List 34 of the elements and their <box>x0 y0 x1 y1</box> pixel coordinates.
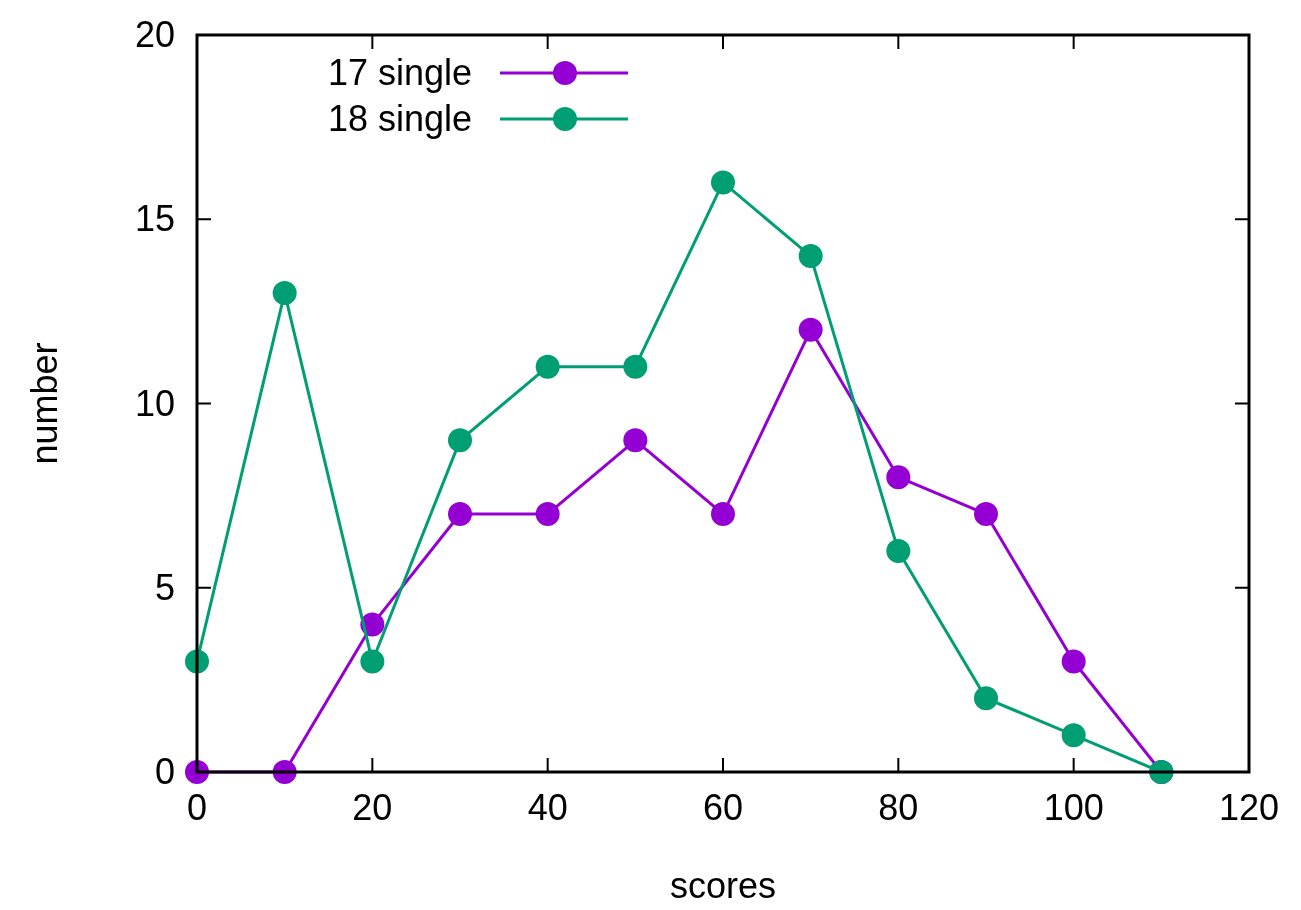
x-tick-label: 0 <box>186 787 208 828</box>
y-tick-label: 10 <box>134 382 175 424</box>
point <box>448 502 472 527</box>
point <box>448 428 472 453</box>
point <box>272 280 297 305</box>
x-tick-label: 120 <box>1218 787 1280 828</box>
point <box>1061 723 1086 748</box>
x-tick-label: 20 <box>352 787 393 828</box>
legend-label: 17 single <box>327 52 472 93</box>
y-tick-label: 5 <box>154 566 175 608</box>
point <box>360 649 385 674</box>
y-axis-title: number <box>24 342 65 465</box>
x-tick-label: 80 <box>878 787 919 828</box>
point <box>798 317 823 342</box>
point <box>535 502 560 527</box>
point <box>886 465 911 490</box>
x-axis-title: scores <box>669 865 777 906</box>
point <box>886 538 911 563</box>
point <box>535 354 560 379</box>
legend-label: 18 single <box>327 98 472 139</box>
point <box>711 502 735 527</box>
point <box>1061 649 1086 674</box>
x-tick-label: 40 <box>527 787 568 828</box>
point <box>798 244 823 269</box>
x-tick-label: 100 <box>1043 787 1104 828</box>
x-tick-label: 60 <box>702 787 744 828</box>
point <box>974 502 998 527</box>
point <box>623 354 648 379</box>
point <box>974 686 998 711</box>
point <box>711 170 735 195</box>
y-tick-label: 20 <box>134 14 175 55</box>
y-tick-label: 0 <box>154 751 175 792</box>
point <box>623 428 648 453</box>
y-tick-label: 15 <box>134 198 175 240</box>
